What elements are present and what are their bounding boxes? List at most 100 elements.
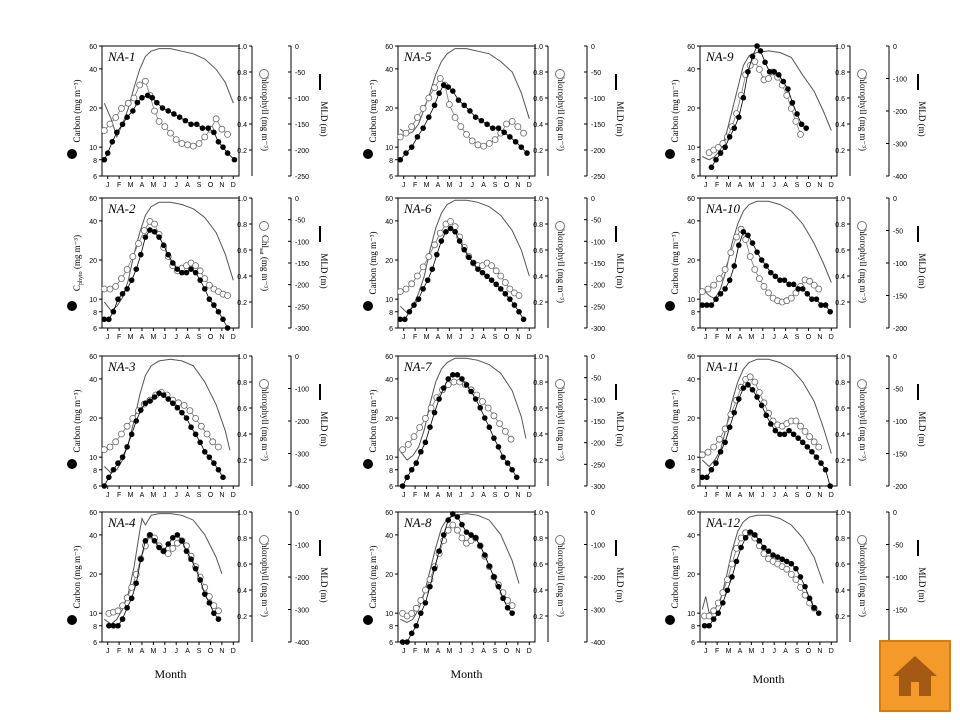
month-tick-label: S xyxy=(197,334,202,341)
carbon-point xyxy=(756,538,763,544)
carbon-tick-label: 40 xyxy=(385,377,393,384)
mld-tick-label: -50 xyxy=(591,376,601,383)
month-tick-label: M xyxy=(726,182,732,189)
carbon-point xyxy=(183,269,190,276)
carbon-tick-label: 8 xyxy=(93,624,97,631)
carbon-point xyxy=(413,622,420,629)
chlorophyll-point xyxy=(806,433,813,441)
carbon-tick-label: 10 xyxy=(687,455,695,462)
chl-tick-label: 1.0 xyxy=(237,44,247,51)
chlorophyll-point xyxy=(180,401,188,409)
carbon-point xyxy=(206,296,213,302)
carbon-point xyxy=(160,242,167,249)
chl-tick-label: 0.6 xyxy=(835,248,845,255)
chl-tick-label: 0.8 xyxy=(237,70,247,77)
carbon-point xyxy=(411,302,417,308)
chl-tick-label: 0.2 xyxy=(835,300,845,307)
carbon-tick-label: 60 xyxy=(385,354,393,361)
mld-tick-label: -250 xyxy=(591,174,605,181)
carbon-point xyxy=(813,296,820,302)
month-tick-label: M xyxy=(424,648,430,655)
carbon-point xyxy=(484,121,490,128)
carbon-tick-label: 10 xyxy=(385,611,393,618)
chl-axis-title: Chlorophyll (mg m⁻³) xyxy=(260,381,270,461)
carbon-point xyxy=(142,400,149,407)
chlorophyll-point xyxy=(787,294,795,302)
plot-frame xyxy=(101,45,240,177)
carbon-point xyxy=(169,400,176,407)
month-tick-label: A xyxy=(185,648,190,655)
chl-tick-label: 0.8 xyxy=(835,536,845,543)
chlorophyll-point xyxy=(792,417,800,425)
carbon-point xyxy=(736,114,742,121)
chl-tick-label: 0.8 xyxy=(533,70,543,77)
panel-label: NA-2 xyxy=(107,201,136,216)
mld-tick-label: 0 xyxy=(295,44,299,51)
month-tick-label: J xyxy=(402,492,406,499)
mld-axis-title: MLD (m) xyxy=(319,411,329,446)
panel-label: NA-8 xyxy=(403,515,432,530)
carbon-point xyxy=(434,251,440,258)
month-tick-label: N xyxy=(817,648,822,655)
month-tick-label: N xyxy=(515,182,520,189)
carbon-point xyxy=(211,129,217,136)
mld-tick-label: -50 xyxy=(295,218,305,225)
chl-tick-label: 0.2 xyxy=(835,458,845,465)
carbon-point xyxy=(749,240,756,246)
carbon-tick-label: 8 xyxy=(389,310,393,317)
carbon-point xyxy=(822,302,829,308)
mld-tick-label: -150 xyxy=(893,294,907,301)
month-tick-label: J xyxy=(106,648,110,655)
chlorophyll-point xyxy=(496,420,504,428)
carbon-point xyxy=(169,260,176,266)
carbon-point xyxy=(771,68,778,75)
month-tick-label: M xyxy=(748,334,754,341)
carbon-point xyxy=(183,548,190,554)
carbon-point xyxy=(427,583,433,590)
chlorophyll-point xyxy=(705,612,713,620)
chlorophyll-point xyxy=(123,266,131,273)
chl-tick-label: 1.0 xyxy=(835,44,845,51)
carbon-point xyxy=(736,396,742,402)
carbon-point xyxy=(811,604,817,611)
carbon-point xyxy=(211,460,217,466)
month-tick-label: O xyxy=(208,334,214,341)
chlorophyll-point xyxy=(192,414,200,422)
carbon-legend-marker xyxy=(363,149,373,159)
chl-axis-title: Chlorophyll (mg m⁻³) xyxy=(858,381,868,461)
carbon-point xyxy=(456,238,463,244)
carbon-point xyxy=(179,269,185,276)
carbon-point xyxy=(192,269,199,276)
carbon-point xyxy=(747,529,754,535)
chlorophyll-point xyxy=(112,438,120,446)
month-tick-label: J xyxy=(772,182,776,189)
carbon-tick-label: 20 xyxy=(89,572,97,579)
carbon-point xyxy=(726,424,733,431)
carbon-tick-label: 8 xyxy=(691,468,695,475)
carbon-point xyxy=(440,82,447,88)
chl-tick-label: 1.0 xyxy=(533,354,543,361)
month-tick-label: J xyxy=(174,648,178,655)
carbon-point xyxy=(399,483,406,489)
carbon-point xyxy=(220,474,226,481)
chl-tick-label: 0.2 xyxy=(237,300,247,307)
carbon-point xyxy=(752,532,758,538)
month-tick-label: J xyxy=(772,334,776,341)
month-tick-label: M xyxy=(726,334,732,341)
carbon-point xyxy=(106,316,112,323)
chlorophyll-point xyxy=(123,422,131,430)
carbon-tick-label: 20 xyxy=(385,416,393,423)
month-tick-label: S xyxy=(493,182,498,189)
chlorophyll-point xyxy=(815,285,823,293)
chlorophyll-point xyxy=(118,105,125,112)
carbon-legend-marker xyxy=(363,459,373,469)
carbon-tick-label: 8 xyxy=(691,158,695,165)
carbon-point xyxy=(520,316,527,323)
carbon-point xyxy=(188,424,194,431)
month-tick-label: J xyxy=(772,648,776,655)
home-button[interactable] xyxy=(879,640,951,712)
chlorophyll-point xyxy=(135,240,142,247)
chlorophyll-point xyxy=(128,584,136,591)
carbon-point xyxy=(793,565,799,572)
